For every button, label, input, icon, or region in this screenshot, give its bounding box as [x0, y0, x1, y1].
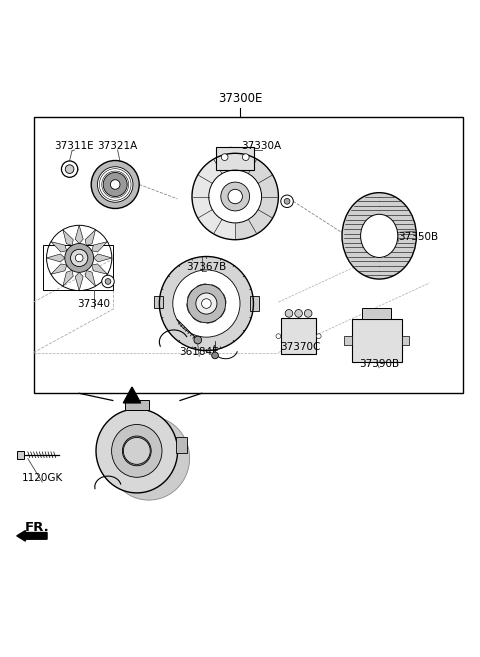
Polygon shape [192, 153, 235, 240]
Bar [154, 296, 163, 308]
Polygon shape [92, 242, 108, 252]
Text: 37300E: 37300E [218, 92, 262, 105]
Bar [43, 244, 113, 290]
Circle shape [65, 244, 94, 273]
Circle shape [187, 284, 226, 323]
Circle shape [295, 309, 302, 317]
Bar [362, 308, 391, 319]
Bar [216, 147, 254, 170]
Text: 36184E: 36184E [180, 348, 219, 357]
Polygon shape [47, 254, 65, 262]
Bar [17, 451, 24, 459]
Text: 37390B: 37390B [359, 359, 399, 369]
Circle shape [304, 309, 312, 317]
Circle shape [242, 154, 249, 160]
Circle shape [61, 161, 78, 177]
Polygon shape [103, 173, 127, 196]
Circle shape [202, 299, 211, 308]
Circle shape [123, 438, 150, 464]
Circle shape [284, 198, 290, 204]
Polygon shape [85, 230, 96, 246]
Ellipse shape [111, 424, 162, 477]
Bar [281, 318, 316, 354]
Circle shape [194, 336, 202, 344]
Ellipse shape [108, 416, 190, 500]
Polygon shape [94, 254, 112, 262]
Polygon shape [92, 264, 108, 274]
Bar [125, 400, 149, 409]
Text: 1120GK: 1120GK [22, 473, 63, 483]
Bar [250, 296, 259, 311]
Circle shape [196, 293, 217, 314]
Circle shape [102, 275, 114, 288]
Circle shape [105, 279, 111, 284]
Polygon shape [75, 273, 83, 290]
Text: FR.: FR. [25, 521, 50, 534]
Text: 37340: 37340 [77, 300, 110, 309]
Ellipse shape [342, 193, 417, 279]
Polygon shape [235, 153, 278, 240]
Polygon shape [63, 230, 73, 246]
Bar [402, 336, 409, 346]
Circle shape [276, 334, 281, 338]
Bar [345, 336, 351, 346]
Polygon shape [75, 225, 83, 244]
FancyArrow shape [17, 531, 47, 541]
Polygon shape [91, 160, 139, 208]
Polygon shape [85, 271, 96, 286]
Text: 37311E: 37311E [55, 141, 94, 151]
Circle shape [75, 254, 83, 261]
Bar [176, 436, 187, 453]
Circle shape [71, 249, 88, 267]
Text: 37330A: 37330A [241, 141, 282, 151]
Circle shape [221, 182, 250, 211]
Ellipse shape [360, 214, 398, 258]
Polygon shape [96, 410, 178, 491]
Circle shape [228, 189, 242, 204]
Text: 37367B: 37367B [186, 262, 227, 272]
Bar [34, 118, 463, 394]
Polygon shape [51, 242, 67, 252]
Circle shape [316, 334, 321, 338]
Text: 37350B: 37350B [398, 232, 439, 242]
Ellipse shape [122, 436, 151, 466]
Circle shape [221, 154, 228, 160]
Ellipse shape [96, 409, 178, 493]
Polygon shape [63, 271, 73, 286]
Text: 37370C: 37370C [280, 342, 320, 353]
Bar [351, 319, 402, 362]
Circle shape [285, 309, 293, 317]
Polygon shape [159, 256, 253, 351]
Text: 37321A: 37321A [97, 141, 138, 151]
Circle shape [110, 180, 120, 189]
Circle shape [281, 195, 293, 208]
Polygon shape [123, 387, 141, 403]
Circle shape [65, 165, 74, 173]
Circle shape [212, 352, 218, 359]
Polygon shape [51, 264, 67, 274]
